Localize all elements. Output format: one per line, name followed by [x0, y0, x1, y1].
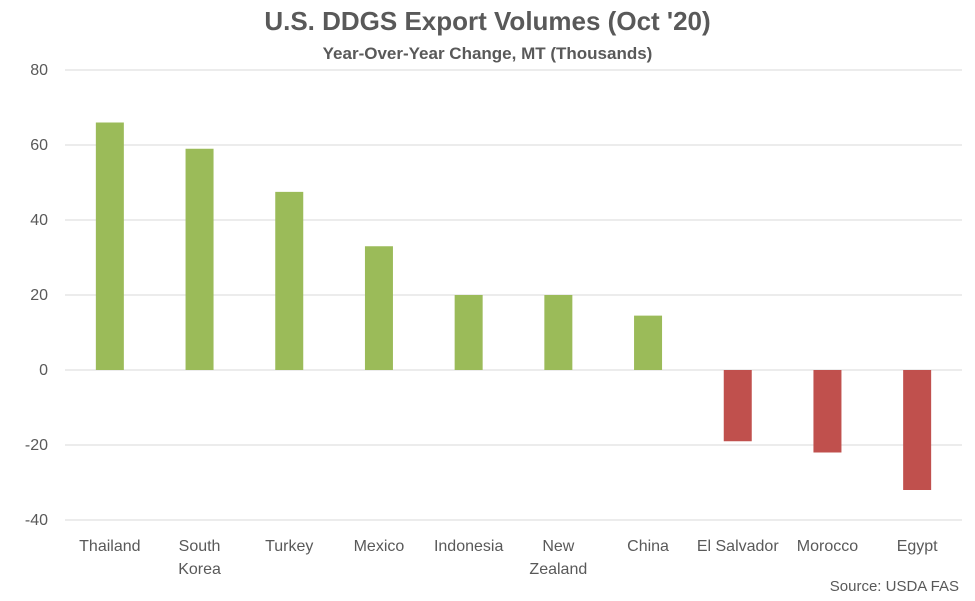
source-note: Source: USDA FAS	[829, 578, 959, 595]
y-tick-label: 80	[30, 62, 48, 79]
x-tick-label: Egypt	[897, 538, 938, 555]
x-tick-label: Mexico	[354, 538, 405, 555]
x-tick-label: Turkey	[265, 538, 313, 555]
x-tick-label: New Zealand	[529, 538, 587, 578]
bar	[634, 315, 663, 370]
y-tick-label: 20	[30, 287, 48, 304]
x-tick-label: El Salvador	[697, 538, 779, 555]
x-tick-label: Morocco	[797, 538, 858, 555]
y-tick-label: -20	[25, 437, 48, 454]
x-tick-label: Indonesia	[434, 538, 503, 555]
bar	[185, 148, 214, 370]
x-tick-label: South Korea	[178, 538, 221, 578]
bar	[454, 295, 483, 370]
y-tick-label: 40	[30, 212, 48, 229]
chart-subtitle: Year-Over-Year Change, MT (Thousands)	[322, 44, 653, 63]
y-tick-label: 0	[39, 362, 48, 379]
x-tick-label: China	[627, 538, 669, 555]
bar	[364, 246, 393, 370]
bar	[903, 370, 932, 490]
bar	[723, 370, 752, 442]
y-tick-label: -40	[25, 512, 48, 529]
bar	[95, 122, 124, 370]
y-tick-label: 60	[30, 137, 48, 154]
x-tick-label: Thailand	[79, 538, 140, 555]
bar	[544, 295, 573, 370]
bar	[813, 370, 842, 453]
chart-title: U.S. DDGS Export Volumes (Oct '20)	[264, 6, 711, 36]
bar	[275, 191, 304, 370]
